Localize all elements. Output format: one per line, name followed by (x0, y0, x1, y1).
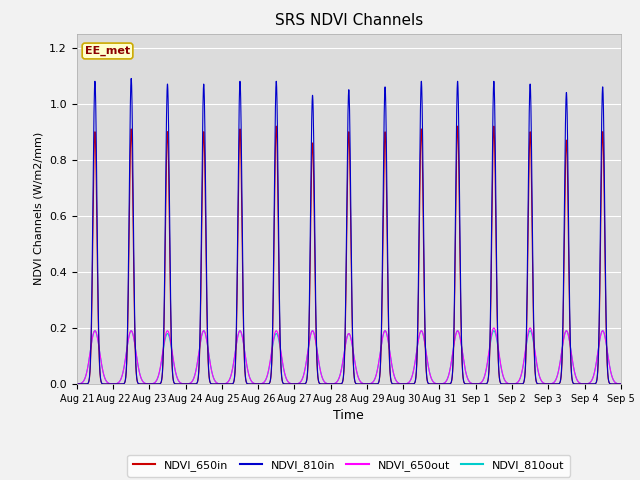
NDVI_810in (276, 349, 284, 355)
NDVI_650in (73, 381, 81, 387)
NDVI_810in (184, 381, 191, 387)
Legend: NDVI_650in, NDVI_810in, NDVI_650out, NDVI_810out: NDVI_650in, NDVI_810in, NDVI_650out, NDV… (127, 455, 570, 477)
Text: EE_met: EE_met (85, 46, 130, 56)
Line: NDVI_810out: NDVI_810out (77, 331, 621, 384)
NDVI_650out (424, 360, 431, 366)
NDVI_650in (617, 381, 625, 387)
NDVI_650out (501, 378, 509, 384)
NDVI_810out (184, 381, 191, 387)
NDVI_650in (490, 123, 498, 129)
Line: NDVI_810in: NDVI_810in (77, 78, 621, 384)
NDVI_650out (276, 345, 284, 351)
NDVI_650in (615, 381, 623, 387)
Title: SRS NDVI Channels: SRS NDVI Channels (275, 13, 423, 28)
Line: NDVI_650out: NDVI_650out (77, 328, 621, 384)
NDVI_810out (501, 378, 509, 384)
Y-axis label: NDVI Channels (W/m2/mm): NDVI Channels (W/m2/mm) (34, 132, 44, 286)
NDVI_810in (615, 381, 623, 387)
NDVI_650in (184, 381, 191, 387)
NDVI_650out (617, 381, 625, 387)
NDVI_810out (617, 381, 625, 387)
NDVI_810in (501, 381, 509, 387)
NDVI_810in (73, 381, 81, 387)
NDVI_650in (276, 352, 284, 358)
NDVI_810in (127, 75, 135, 81)
NDVI_810out (276, 348, 284, 353)
NDVI_650out (526, 325, 534, 331)
X-axis label: Time: Time (333, 409, 364, 422)
NDVI_650in (424, 380, 431, 385)
NDVI_650in (189, 381, 197, 387)
NDVI_810in (424, 380, 431, 385)
NDVI_650out (73, 381, 81, 387)
NDVI_810out (91, 328, 99, 334)
NDVI_810in (617, 381, 625, 387)
NDVI_810in (189, 381, 197, 387)
NDVI_810out (73, 381, 81, 387)
NDVI_810out (189, 377, 197, 383)
Line: NDVI_650in: NDVI_650in (77, 126, 621, 384)
NDVI_810out (424, 360, 431, 366)
NDVI_650out (184, 381, 191, 387)
NDVI_650out (615, 381, 623, 387)
NDVI_650out (189, 377, 197, 383)
NDVI_650in (501, 381, 509, 387)
NDVI_810out (615, 381, 623, 387)
